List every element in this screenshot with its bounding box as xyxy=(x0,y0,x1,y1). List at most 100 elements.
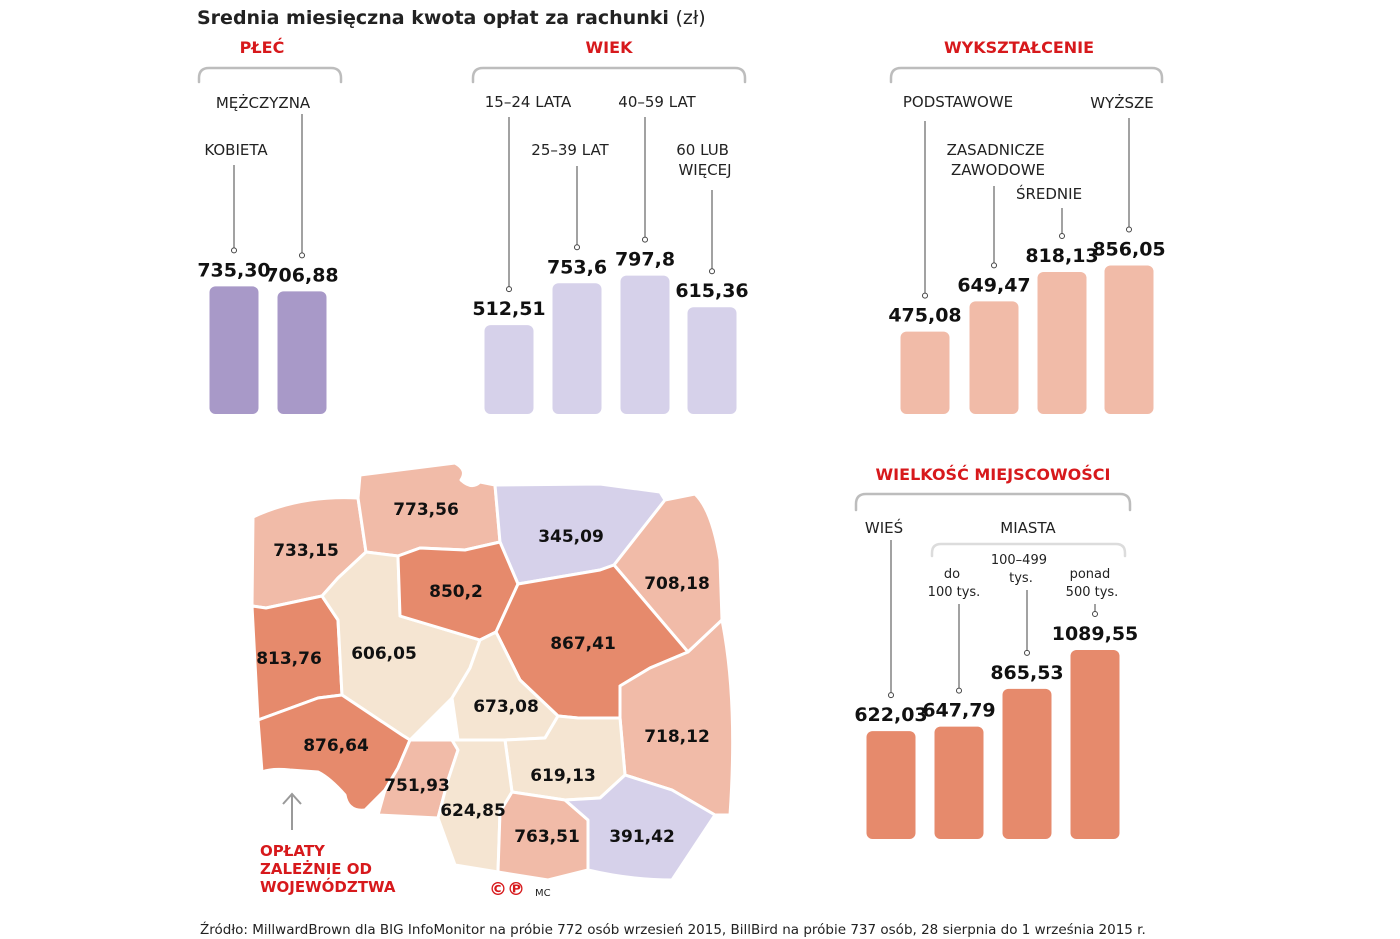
category-label-line: 500 tys. xyxy=(1066,585,1119,600)
brace-town xyxy=(854,492,1132,512)
value-label: 475,08 xyxy=(888,305,961,327)
bar xyxy=(1070,649,1120,839)
category-label-line: ZAWODOWE xyxy=(951,161,1045,179)
leader-dot xyxy=(642,236,648,243)
map-value: 606,05 xyxy=(351,644,417,664)
map-value: 813,76 xyxy=(256,649,322,669)
category-label-line: ZASADNICZE xyxy=(947,141,1045,159)
map-value: 718,12 xyxy=(644,727,710,747)
value-label: 622,03 xyxy=(854,704,927,726)
leader-dot xyxy=(231,247,237,254)
credit-initials: MC xyxy=(535,888,551,899)
region-708 xyxy=(612,492,724,654)
category-label: KOBIETA xyxy=(204,141,268,159)
section-title-age: WIEK xyxy=(586,38,634,57)
category-label-line: WIĘCEJ xyxy=(678,161,731,179)
bar xyxy=(687,307,737,414)
value-label: 649,47 xyxy=(957,274,1030,296)
leader-dot xyxy=(888,692,894,699)
value-label: 1089,55 xyxy=(1052,623,1139,645)
leader-dot xyxy=(922,292,928,299)
region-391 xyxy=(563,773,717,882)
category-label-line: 100 tys. xyxy=(928,585,981,600)
category-label: MĘŻCZYZNA xyxy=(216,93,311,112)
bar xyxy=(1037,272,1087,414)
bar xyxy=(934,726,984,839)
brace-age xyxy=(471,66,747,84)
leader-dot xyxy=(1092,610,1098,617)
map-value: 773,56 xyxy=(393,500,459,520)
source-note: Źródło: MillwardBrown dla BIG InfoMonito… xyxy=(200,920,1146,938)
category-label-line: 100–499 xyxy=(991,553,1047,568)
category-label: ŚREDNIE xyxy=(1016,184,1082,203)
map-value: 345,09 xyxy=(538,527,604,547)
voivodeship-map: 733,15 773,56 345,09 813,76 606,05 850,2… xyxy=(250,461,735,882)
map-value: 733,15 xyxy=(273,541,339,561)
section-title-education: WYKSZTAŁCENIE xyxy=(944,38,1094,57)
category-label: 15–24 LATA xyxy=(485,93,572,111)
category-label: 60 LUB WIĘCEJ xyxy=(676,141,734,179)
bar xyxy=(866,731,916,839)
map-value: 876,64 xyxy=(303,736,369,756)
credit-logo: ©℗ xyxy=(489,879,525,900)
category-label-line: 60 LUB xyxy=(676,141,729,159)
value-label: 647,79 xyxy=(922,700,995,722)
map-note-line: ZALEŻNIE OD xyxy=(260,859,372,878)
leader-dot xyxy=(709,268,715,275)
section-title-town: WIELKOŚĆ MIEJSCOWOŚCI xyxy=(876,465,1111,484)
leader-dot xyxy=(1126,226,1132,233)
bar xyxy=(209,286,259,414)
value-label: 735,30 xyxy=(197,259,270,281)
town-label-cities: MIASTA xyxy=(1000,519,1056,537)
category-label: 100–499 tys. xyxy=(991,553,1051,586)
category-label-line: tys. xyxy=(1009,571,1033,586)
bar xyxy=(1104,265,1154,414)
brace-education xyxy=(889,66,1164,84)
category-label: 25–39 LAT xyxy=(531,141,609,159)
map-value: 619,13 xyxy=(530,766,596,786)
map-value: 391,42 xyxy=(609,827,675,847)
category-label-line: do xyxy=(944,567,960,582)
map-note: OPŁATY ZALEŻNIE OD WOJEWÓDZTWA xyxy=(260,842,396,896)
arrow-up-icon xyxy=(282,792,302,830)
value-label: 856,05 xyxy=(1092,238,1165,260)
category-label: WYŻSZE xyxy=(1090,93,1154,112)
category-label: 40–59 LAT xyxy=(618,93,696,111)
value-label: 512,51 xyxy=(472,298,545,320)
value-label: 797,8 xyxy=(615,249,675,271)
map-value: 673,08 xyxy=(473,697,539,717)
bar xyxy=(620,275,670,414)
leader-dot xyxy=(1059,233,1065,240)
leader-dot xyxy=(574,244,580,251)
map-value: 850,2 xyxy=(429,582,483,602)
bar xyxy=(900,331,950,414)
bar xyxy=(969,301,1019,414)
leader-dot xyxy=(299,252,305,259)
bar xyxy=(484,325,534,414)
leader-dot xyxy=(956,687,962,694)
value-label: 818,13 xyxy=(1025,245,1098,267)
value-label: 706,88 xyxy=(265,264,338,286)
map-value: 763,51 xyxy=(514,827,580,847)
map-note-line: WOJEWÓDZTWA xyxy=(260,877,396,896)
chart-title: Srednia miesięczna kwota opłat za rachun… xyxy=(197,7,706,29)
value-label: 865,53 xyxy=(990,662,1063,684)
brace-cities xyxy=(930,542,1127,558)
brace-gender xyxy=(197,66,343,84)
leader-dot xyxy=(1024,649,1030,656)
value-label: 753,6 xyxy=(547,256,607,278)
section-title-gender: PŁEĆ xyxy=(240,38,285,57)
category-label-line: ponad xyxy=(1070,567,1111,582)
map-note-line: OPŁATY xyxy=(260,842,326,860)
bar xyxy=(1002,688,1052,839)
bar xyxy=(552,283,602,414)
leader-dot xyxy=(991,262,997,269)
town-label-village: WIEŚ xyxy=(865,518,903,537)
category-label: do 100 tys. xyxy=(928,567,981,600)
value-label: 615,36 xyxy=(675,280,748,302)
map-value: 867,41 xyxy=(550,634,616,654)
region-876 xyxy=(256,693,412,812)
